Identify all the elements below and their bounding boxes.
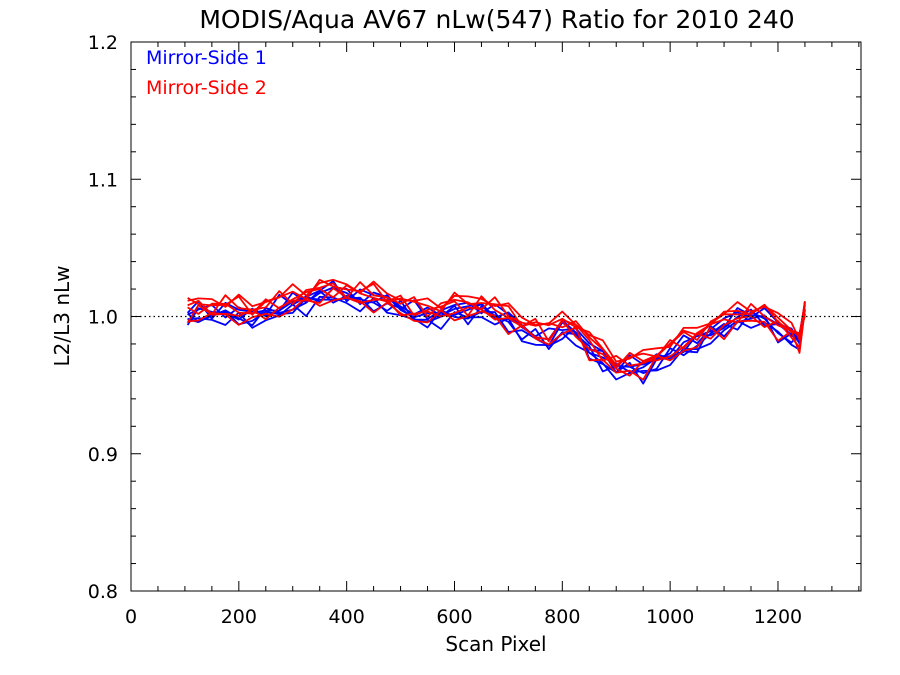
series-line-mirror-side-1: [187, 296, 806, 385]
legend-mirror-side-2: Mirror-Side 2: [146, 77, 267, 99]
x-tick-label: 200: [221, 606, 257, 628]
y-axis-label: L2/L3 nLw: [50, 265, 74, 366]
series-line-mirror-side-2: [187, 281, 806, 369]
x-tick-label: 400: [329, 606, 365, 628]
y-tick-label: 0.8: [88, 581, 118, 603]
y-tick-label: 0.9: [88, 444, 118, 466]
x-axis-label: Scan Pixel: [445, 632, 546, 656]
x-tick-label: 800: [544, 606, 580, 628]
legend-mirror-side-1: Mirror-Side 1: [146, 47, 267, 69]
series-line-mirror-side-2: [187, 296, 806, 381]
x-tick-label: 1200: [754, 606, 802, 628]
y-tick-label: 1.1: [88, 169, 118, 191]
chart-title: MODIS/Aqua AV67 nLw(547) Ratio for 2010 …: [199, 5, 794, 34]
x-axis-ticks: 0 200 400 600 800 1000 1200: [125, 42, 860, 628]
y-tick-label: 1.2: [88, 32, 118, 54]
y-tick-label: 1.0: [88, 307, 118, 329]
x-tick-label: 600: [436, 606, 472, 628]
x-tick-label: 0: [125, 606, 137, 628]
series-layer: [186, 278, 806, 385]
x-tick-label: 1000: [646, 606, 694, 628]
series-line-mirror-side-2: [187, 278, 806, 363]
y-axis-ticks: 0.8 0.9 1.0 1.1 1.2: [88, 32, 861, 603]
